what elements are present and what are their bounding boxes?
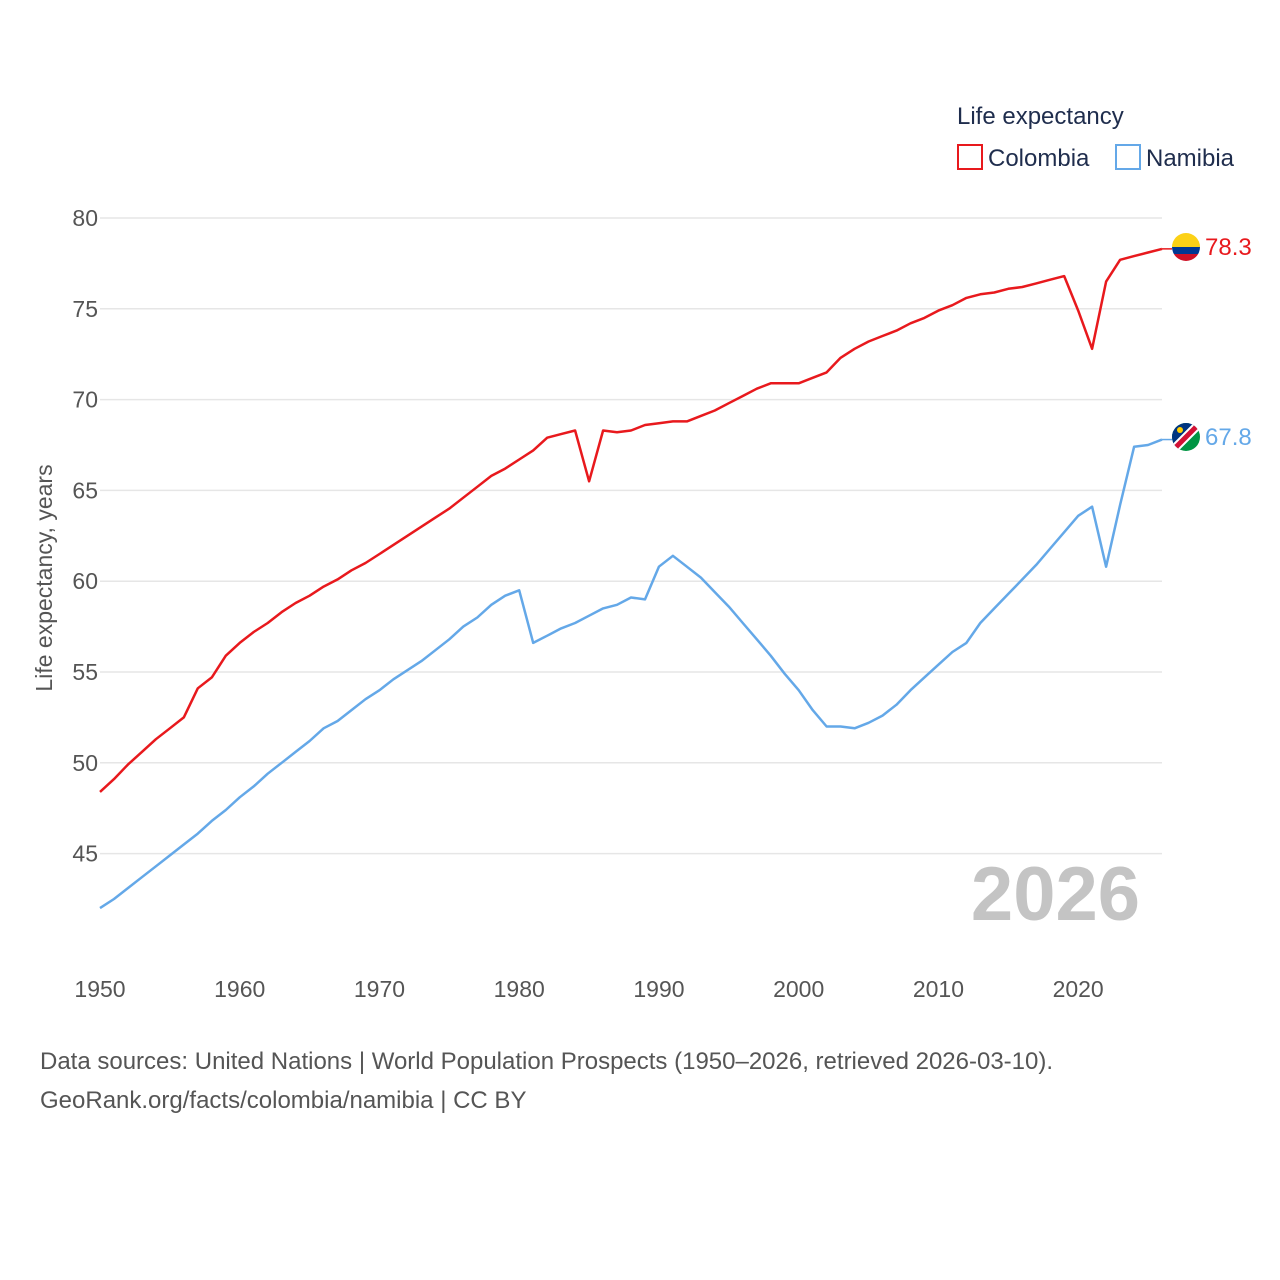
y-axis-ticks: 45 50 55 60 65 70 75 80 bbox=[72, 205, 98, 867]
legend-label-namibia: Namibia bbox=[1146, 145, 1235, 172]
x-tick-label: 2020 bbox=[1053, 976, 1104, 1002]
source-line: Data sources: United Nations | World Pop… bbox=[40, 1048, 1054, 1075]
y-tick-label: 65 bbox=[72, 477, 98, 503]
legend-swatch-namibia bbox=[1115, 144, 1141, 170]
namibia-end-value: 67.8 bbox=[1205, 424, 1252, 451]
y-tick-label: 75 bbox=[72, 296, 98, 322]
x-tick-label: 1980 bbox=[494, 976, 545, 1002]
source-link[interactable]: GeoRank.org/facts/colombia/namibia | CC … bbox=[40, 1087, 527, 1114]
y-tick-label: 70 bbox=[72, 387, 98, 413]
series-lines bbox=[99, 247, 1172, 910]
colombia-flag-icon bbox=[1172, 233, 1200, 261]
y-axis-label: Life expectancy, years bbox=[31, 464, 57, 691]
legend-item-namibia[interactable]: Namibia bbox=[1115, 144, 1235, 172]
legend-title: Life expectancy bbox=[957, 103, 1124, 130]
gridlines bbox=[100, 217, 1162, 855]
legend-swatch-colombia bbox=[957, 144, 983, 170]
colombia-end-value: 78.3 bbox=[1205, 234, 1252, 261]
legend-item-colombia[interactable]: Colombia bbox=[957, 144, 1090, 172]
x-tick-label: 1950 bbox=[74, 976, 125, 1002]
y-tick-label: 50 bbox=[72, 750, 98, 776]
x-tick-label: 1960 bbox=[214, 976, 265, 1002]
y-tick-label: 60 bbox=[72, 568, 98, 594]
series-line-colombia bbox=[99, 247, 1163, 793]
x-tick-label: 1990 bbox=[633, 976, 684, 1002]
x-tick-label: 2000 bbox=[773, 976, 824, 1002]
x-axis-ticks: 1950 1960 1970 1980 1990 2000 2010 2020 bbox=[74, 976, 1103, 1002]
y-tick-label: 80 bbox=[72, 205, 98, 231]
y-tick-label: 55 bbox=[72, 659, 98, 685]
x-tick-label: 1970 bbox=[354, 976, 405, 1002]
namibia-flag-icon bbox=[1172, 423, 1200, 451]
year-watermark: 2026 bbox=[971, 852, 1140, 937]
y-tick-label: 45 bbox=[72, 841, 98, 867]
x-tick-label: 2010 bbox=[913, 976, 964, 1002]
legend-label-colombia: Colombia bbox=[988, 145, 1090, 172]
series-line-namibia bbox=[99, 438, 1163, 910]
data-source-note: Data sources: United Nations | World Pop… bbox=[40, 1042, 1240, 1120]
